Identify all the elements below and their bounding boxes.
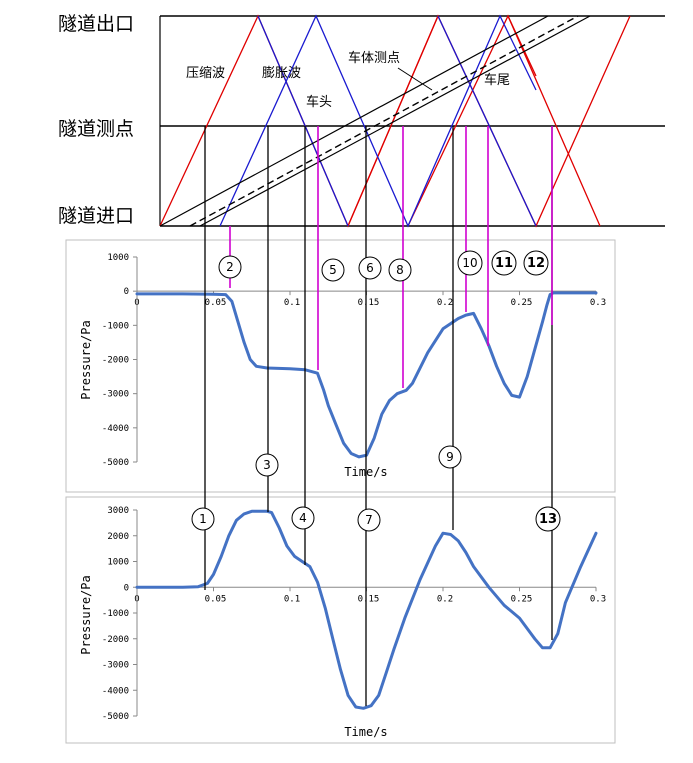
label-train-head: 车头 xyxy=(306,94,332,110)
y-tick-label: -5000 xyxy=(102,712,129,722)
x-axis-title: Time/s xyxy=(344,725,387,739)
y-tick-label: -2000 xyxy=(102,356,129,366)
marker-4: 4 xyxy=(291,506,315,530)
train-measure-point-line xyxy=(189,15,579,227)
train-label-leader xyxy=(397,67,433,91)
train-head-line xyxy=(159,15,549,227)
x-tick-label: 0.05 xyxy=(205,298,227,308)
y-tick-label: -3000 xyxy=(102,661,129,671)
svg-text:5: 5 xyxy=(329,263,337,277)
chart-tunnel-pressure: 3000 2000 1000 0 -1000 -2000 -3000 -4000 -5000 0… xyxy=(79,506,606,739)
chart-frame-top xyxy=(65,239,616,493)
marker-7: 7 xyxy=(357,508,381,532)
marker-1: 1 xyxy=(191,507,215,531)
label-train-tail: 车尾 xyxy=(484,72,510,88)
compression-wave-line xyxy=(347,15,439,227)
wave-diagram: 隧道出口 隧道测点 隧道进口 压缩波 膨胀波 车体测点 车头 车尾 xyxy=(58,13,665,228)
marker-13: 13 xyxy=(535,506,561,532)
y-tick-label: 0 xyxy=(124,583,129,593)
svg-text:3: 3 xyxy=(263,458,271,472)
y-tick-label: -1000 xyxy=(102,609,129,619)
x-tick-label: 0.2 xyxy=(437,594,453,604)
x-tick-label: 0.1 xyxy=(284,298,300,308)
correlation-lines-black xyxy=(204,126,553,706)
svg-text:9: 9 xyxy=(446,450,454,464)
marker-5: 5 xyxy=(321,258,345,282)
x-tick-label: 0.3 xyxy=(590,594,606,604)
svg-text:6: 6 xyxy=(366,261,374,275)
chart-frame-bottom xyxy=(65,496,616,744)
train-trajectories xyxy=(159,15,591,227)
x-tick-label: 0.25 xyxy=(511,594,533,604)
label-compression-wave: 压缩波 xyxy=(186,65,225,81)
x-tick-label: 0.15 xyxy=(358,594,380,604)
expansion-waves xyxy=(219,14,537,228)
expansion-wave-line xyxy=(219,14,537,228)
marker-11: 11 xyxy=(491,250,517,276)
train-tail-line xyxy=(199,15,591,227)
svg-text:4: 4 xyxy=(299,511,307,525)
y-tick-label: -4000 xyxy=(102,424,129,434)
pressure-line xyxy=(135,291,598,459)
y-tick-label: 1000 xyxy=(107,253,129,263)
y-tick-label: 0 xyxy=(124,287,129,297)
marker-9: 9 xyxy=(438,445,462,469)
marker-8: 8 xyxy=(388,258,412,282)
svg-text:13: 13 xyxy=(539,512,557,527)
markers: 1 2 3 4 5 6 7 8 9 10 11 12 13 xyxy=(191,250,561,532)
svg-text:8: 8 xyxy=(396,263,404,277)
marker-3: 3 xyxy=(255,453,279,477)
compression-wave-line xyxy=(407,14,601,227)
y-axis-title: Pressure/Pa xyxy=(79,575,93,654)
label-train-measure-point: 车体测点 xyxy=(348,50,400,66)
y-axis-title: Pressure/Pa xyxy=(79,320,93,399)
svg-text:7: 7 xyxy=(365,513,373,527)
label-tunnel-exit: 隧道出口 xyxy=(58,13,134,35)
y-tick-label: -3000 xyxy=(102,390,129,400)
y-tick-label: 2000 xyxy=(107,532,129,542)
y-ticks: 3000 2000 1000 0 -1000 -2000 -3000 -4000 -5000 xyxy=(102,506,137,722)
y-tick-label: 1000 xyxy=(107,558,129,568)
x-tick-label: 0.1 xyxy=(284,594,300,604)
x-tick-label: 0.15 xyxy=(358,298,380,308)
y-tick-label: -2000 xyxy=(102,635,129,645)
label-tunnel-entrance: 隧道进口 xyxy=(58,205,134,227)
svg-text:1: 1 xyxy=(199,512,207,526)
svg-text:2: 2 xyxy=(226,260,234,274)
x-tick-label: 0.3 xyxy=(590,298,606,308)
svg-text:11: 11 xyxy=(495,256,513,271)
marker-10: 10 xyxy=(457,250,483,276)
label-expansion-wave: 膨胀波 xyxy=(262,66,301,81)
pressure-line xyxy=(135,509,598,710)
svg-text:12: 12 xyxy=(527,256,545,271)
marker-2: 2 xyxy=(218,255,242,279)
chart-train-pressure: 1000 0 -1000 -2000 -3000 -4000 -5000 0 0.05 0.1 0… xyxy=(79,253,606,479)
x-tick-label: 0.25 xyxy=(511,298,533,308)
marker-6: 6 xyxy=(358,256,382,280)
marker-12: 12 xyxy=(523,250,549,276)
svg-text:10: 10 xyxy=(462,256,477,270)
y-tick-label: -5000 xyxy=(102,458,129,468)
x-tick-label: 0.2 xyxy=(437,298,453,308)
correlation-lines-magenta xyxy=(229,126,553,388)
x-tick-label: 0.05 xyxy=(205,594,227,604)
y-tick-label: 3000 xyxy=(107,506,129,516)
label-tunnel-measure: 隧道测点 xyxy=(58,118,134,140)
y-tick-label: -4000 xyxy=(102,686,129,696)
y-tick-label: -1000 xyxy=(102,321,129,331)
y-ticks: 1000 0 -1000 -2000 -3000 -4000 -5000 xyxy=(102,253,137,468)
expansion-wave-line xyxy=(257,15,349,227)
expansion-wave-line xyxy=(437,15,537,227)
